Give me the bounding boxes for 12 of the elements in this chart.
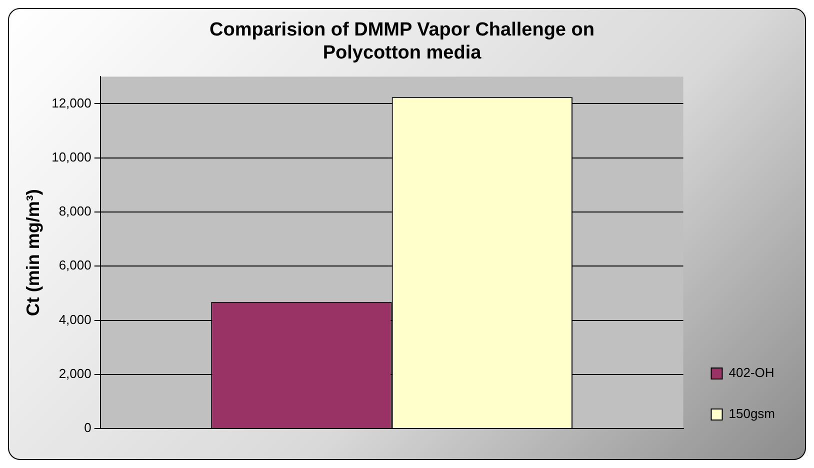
legend-label: 402-OH xyxy=(728,365,774,380)
y-tick-label: 10,000 xyxy=(52,149,92,164)
text: Polycotton media xyxy=(322,42,482,64)
y-tick-label: 12,000 xyxy=(52,95,92,110)
text: Comparision of DMMP Vapor Challenge on xyxy=(210,20,594,41)
y-tick-label: 4,000 xyxy=(58,312,92,327)
y-tick-label: 8,000 xyxy=(58,204,92,219)
y-tick-label: 6,000 xyxy=(58,258,92,273)
y-tick-label: 0 xyxy=(84,420,92,436)
y-tick-label: 2,000 xyxy=(58,366,92,382)
y-axis-title: Ct (min mg/m³) xyxy=(22,189,43,316)
legend-label: 150gsm xyxy=(728,406,775,422)
